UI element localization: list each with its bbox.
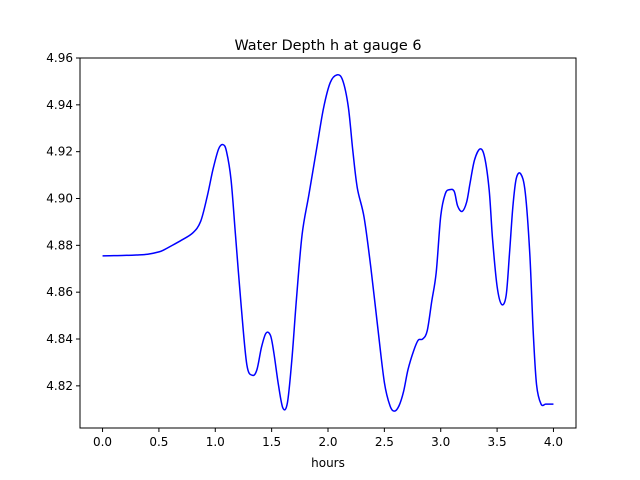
y-tick-label: 4.92 <box>46 145 73 159</box>
series-line-0 <box>102 74 554 412</box>
x-tick-label: 2.0 <box>318 435 337 449</box>
chart-title: Water Depth h at gauge 6 <box>234 38 421 54</box>
x-tick-label: 0.5 <box>149 435 168 449</box>
x-axis-label: hours <box>311 456 345 470</box>
x-tick-label: 2.5 <box>375 435 394 449</box>
y-tick-label: 4.90 <box>46 192 73 206</box>
y-tick-label: 4.88 <box>46 238 73 252</box>
x-tick-label: 0.0 <box>93 435 112 449</box>
x-tick-label: 3.5 <box>488 435 507 449</box>
series-layer <box>102 74 554 412</box>
y-tick-label: 4.96 <box>46 51 73 65</box>
x-tick-label: 1.5 <box>262 435 281 449</box>
x-tick-label: 4.0 <box>544 435 563 449</box>
plot-area <box>80 58 576 428</box>
x-axis: 0.0 0.5 1.0 1.5 2.0 2.5 3.0 3.5 4.0 <box>93 428 563 449</box>
x-tick-label: 1.0 <box>206 435 225 449</box>
y-tick-label: 4.82 <box>46 379 73 393</box>
y-axis: 4.82 4.84 4.86 4.88 4.90 4.92 4.94 4.96 <box>46 51 80 393</box>
x-tick-label: 3.0 <box>431 435 450 449</box>
y-tick-label: 4.84 <box>46 332 73 346</box>
y-tick-label: 4.86 <box>46 285 73 299</box>
y-tick-label: 4.94 <box>46 98 73 112</box>
